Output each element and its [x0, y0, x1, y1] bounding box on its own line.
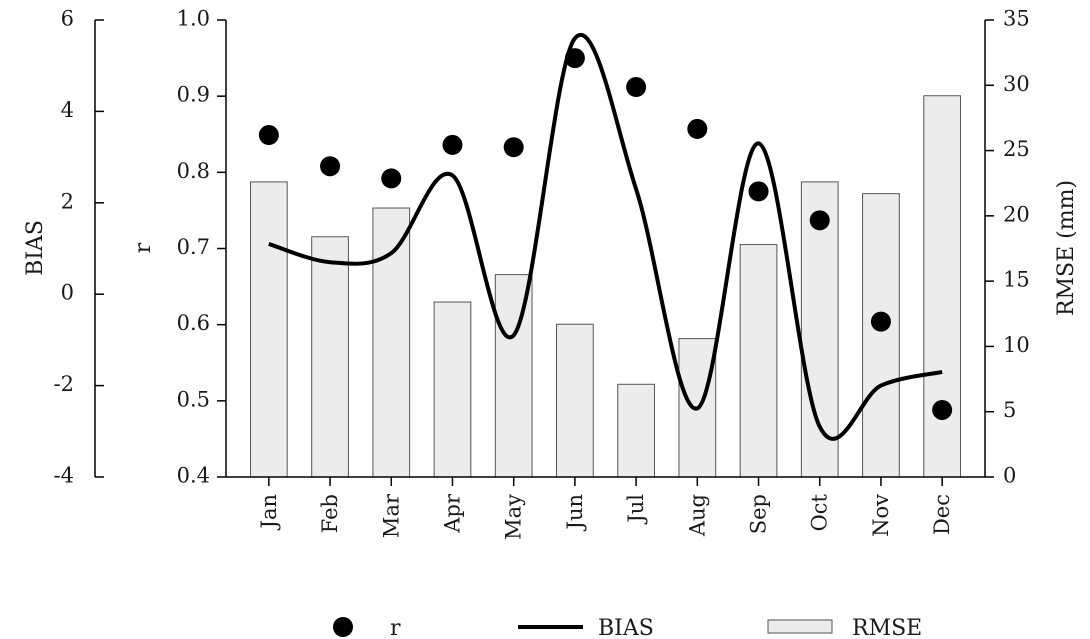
x-tick-label-sep: Sep	[747, 494, 771, 534]
x-tick-label-oct: Oct	[808, 493, 832, 531]
r-tick-label: 0.8	[177, 159, 210, 183]
r-point-jul	[626, 77, 647, 98]
r-point-jan	[258, 125, 279, 146]
r-point-feb	[320, 156, 341, 177]
bias-line	[268, 33, 943, 441]
bias-axis: -4 -2 0 2 4 6	[54, 7, 104, 488]
x-tick-label-jan: Jan	[257, 494, 281, 530]
rmse-tick-label: 5	[1003, 398, 1016, 422]
rmse-bar-sep	[739, 244, 778, 478]
rmse-tick-label: 0	[1003, 464, 1016, 488]
r-points	[258, 48, 953, 420]
bias-tick-label: 2	[61, 189, 74, 213]
rmse-bar-may	[494, 274, 533, 478]
x-tick-label-dec: Dec	[930, 494, 954, 535]
r-tick-label: 0.9	[177, 83, 210, 107]
r-point-aug	[687, 118, 708, 139]
bias-tick-label: 4	[61, 98, 74, 122]
r-axis: 0.4 0.5 0.6 0.7 0.8 0.9 1.0	[177, 7, 226, 488]
rmse-bar-jan	[249, 181, 288, 478]
rmse-bar-mar	[372, 207, 411, 478]
rmse-tick-label: 10	[1003, 333, 1030, 357]
legend-r-marker	[333, 617, 353, 637]
rmse-tick-label: 30	[1003, 72, 1030, 96]
rmse-bar-nov	[862, 193, 900, 478]
legend-rmse-marker	[767, 619, 833, 634]
r-tick-label: 0.5	[177, 387, 210, 411]
bias-tick-label: 0	[61, 281, 74, 305]
legend-rmse-label: RMSE	[852, 616, 922, 639]
r-point-oct	[809, 210, 830, 231]
legend-r-label: r	[390, 616, 401, 639]
r-point-nov	[870, 311, 891, 332]
x-tick-label-mar: Mar	[379, 493, 403, 538]
x-axis: Jan Feb Mar Apr May Jun Jul Aug Sep Oct Nov Dec	[257, 477, 954, 540]
bias-tick-label: 6	[61, 7, 74, 31]
rmse-tick-label: 35	[1003, 7, 1030, 31]
x-tick-label-jun: Jun	[563, 494, 587, 531]
rmse-bar-jul	[617, 383, 655, 478]
x-tick-label-may: May	[502, 494, 526, 540]
r-point-apr	[442, 134, 463, 155]
r-tick-label: 0.7	[177, 235, 210, 259]
bias-line-layer	[268, 33, 943, 441]
rmse-bar-jun	[556, 323, 594, 478]
r-tick-label: 0.4	[177, 464, 210, 488]
x-tick-label-nov: Nov	[869, 494, 893, 537]
bias-axis-title: BIAS	[23, 220, 48, 276]
x-tick-label-feb: Feb	[318, 494, 342, 533]
r-point-mar	[381, 168, 402, 189]
rmse-axis: 0 5 10 15 20 25 30 35	[985, 7, 1030, 488]
r-point-may	[503, 137, 524, 158]
r-tick-label: 0.6	[177, 311, 210, 335]
rmse-tick-label: 20	[1003, 202, 1030, 226]
r-point-jun	[564, 48, 585, 69]
rmse-tick-label: 15	[1003, 268, 1030, 292]
r-point-dec	[932, 399, 953, 420]
rmse-tick-label: 25	[1003, 137, 1030, 161]
x-tick-label-jul: Jul	[624, 494, 648, 525]
x-tick-label-aug: Aug	[685, 494, 709, 537]
bias-tick-label: -2	[54, 372, 74, 396]
bias-tick-label: -4	[54, 464, 74, 488]
rmse-axis-title: RMSE (mm)	[1054, 180, 1079, 316]
legend-bias-label: BIAS	[598, 616, 654, 639]
r-axis-title: r	[131, 242, 156, 253]
rmse-bar-apr	[433, 301, 472, 478]
legend: r BIAS RMSE	[333, 616, 922, 639]
r-tick-label: 1.0	[177, 7, 210, 31]
rmse-bar-feb	[311, 236, 349, 478]
x-tick-label-apr: Apr	[441, 493, 465, 534]
rmse-bar-aug	[678, 338, 717, 478]
r-point-sep	[748, 181, 769, 202]
